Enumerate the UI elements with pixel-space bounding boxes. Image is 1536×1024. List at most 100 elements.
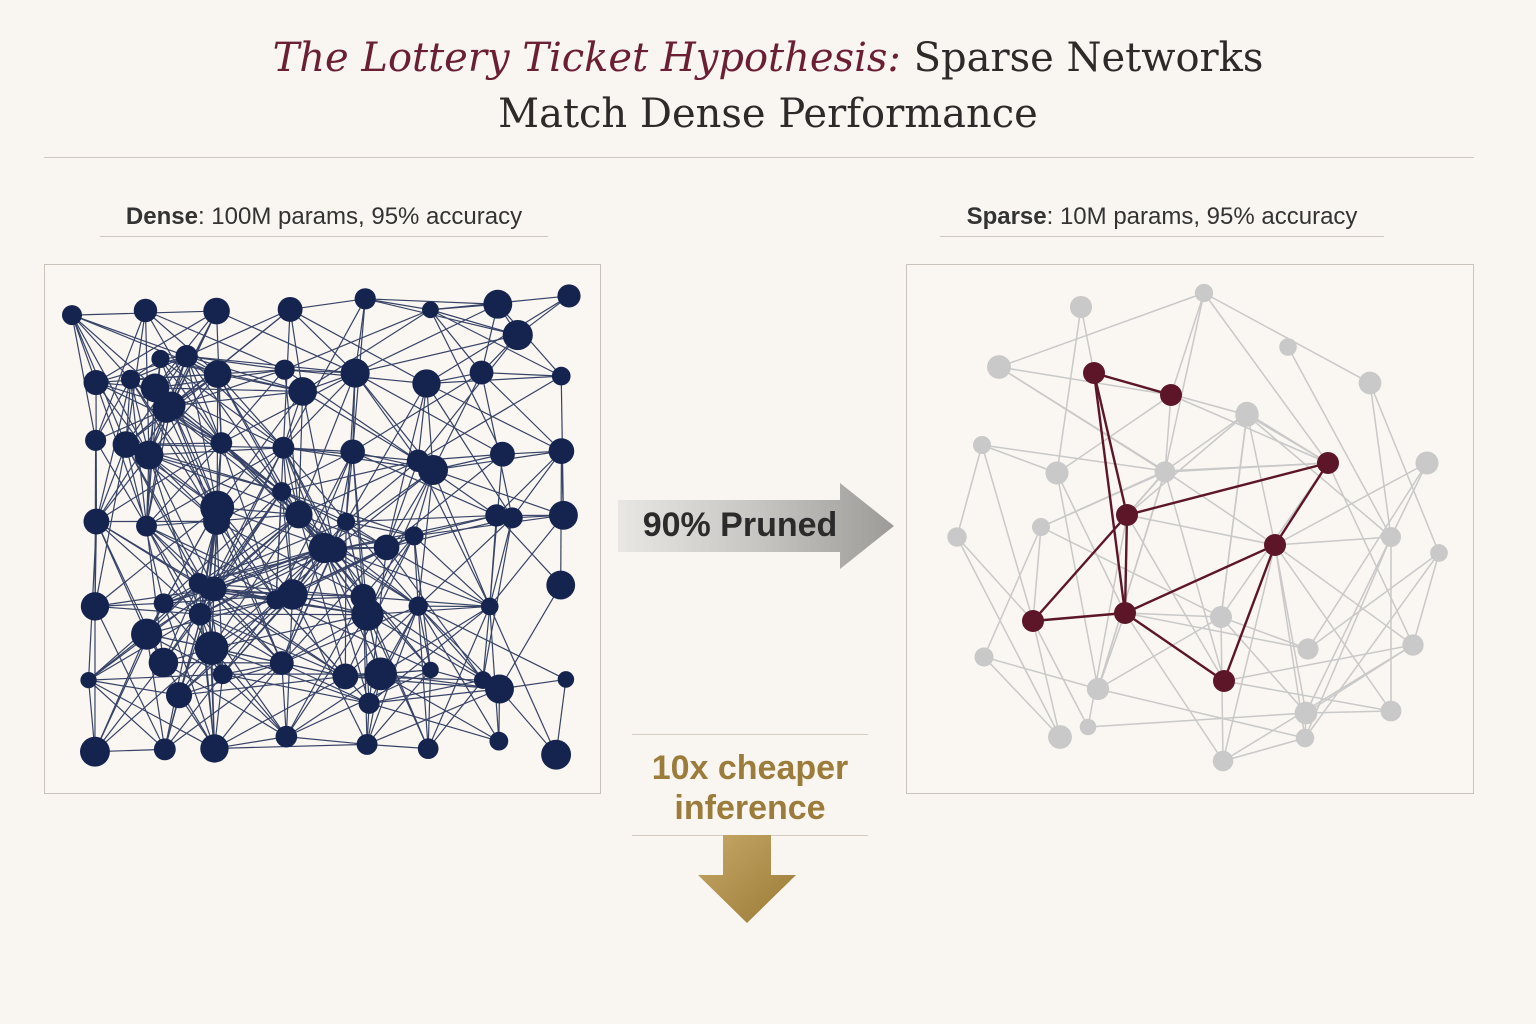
dense-node <box>131 618 163 650</box>
dense-node <box>120 369 141 390</box>
sparse-node <box>1048 725 1072 749</box>
dense-node <box>201 576 227 602</box>
dense-node <box>153 738 176 761</box>
dense-node <box>404 526 424 546</box>
sparse-label-bold: Sparse <box>966 203 1047 230</box>
sparse-node <box>1415 451 1439 475</box>
dense-node <box>175 345 198 368</box>
benefit-text: 10x cheaper inference <box>632 748 868 828</box>
title-emphasis: The Lottery Ticket Hypothesis: <box>272 35 901 81</box>
sparse-node <box>1358 371 1382 395</box>
sparse-node <box>1194 283 1214 303</box>
dense-node <box>80 736 110 767</box>
sparse-node <box>1155 461 1175 481</box>
dense-node <box>288 377 317 406</box>
sparse-node <box>1086 677 1110 701</box>
dense-node <box>485 674 514 704</box>
sparse-node <box>1210 606 1232 628</box>
dense-node <box>548 438 575 464</box>
dense-node <box>354 288 376 310</box>
dense-node <box>502 319 533 351</box>
dense-node <box>194 631 229 665</box>
sparse-node <box>1295 728 1315 748</box>
dense-node <box>152 395 181 423</box>
benefit-line1: 10x cheaper <box>651 749 849 787</box>
sparse-edges <box>956 292 1440 762</box>
dense-node <box>422 301 439 319</box>
dense-node <box>408 596 428 616</box>
dense-node <box>548 500 578 530</box>
dense-node <box>340 358 370 388</box>
dense-node <box>557 284 581 308</box>
dense-node <box>483 289 513 319</box>
dense-node <box>412 369 441 398</box>
sparse-node <box>1297 638 1319 660</box>
sparse-node <box>1430 544 1448 562</box>
ticket-node <box>1317 452 1339 474</box>
dense-node <box>358 692 380 714</box>
sparse-node <box>1031 517 1051 537</box>
dense-node <box>151 349 170 369</box>
dense-node <box>203 297 230 325</box>
ticket-node <box>1114 602 1136 624</box>
dense-node <box>269 651 294 675</box>
sparse-node <box>1402 634 1424 656</box>
dense-node <box>417 738 439 759</box>
dense-node <box>373 534 400 561</box>
sparse-node <box>947 527 967 547</box>
sparse-label: Sparse: 10M params, 95% accuracy <box>940 203 1384 231</box>
sparse-node <box>1381 527 1401 547</box>
dense-network-panel <box>44 264 601 794</box>
dense-node <box>277 579 308 610</box>
ticket-node <box>1264 534 1286 556</box>
dense-node <box>364 657 397 691</box>
dense-node <box>469 360 494 385</box>
dense-node <box>321 536 348 563</box>
dense-node <box>272 436 295 459</box>
ticket-node <box>1213 670 1235 692</box>
benefit-top-rule <box>632 734 868 735</box>
dense-node <box>80 671 97 689</box>
ticket-edges <box>1032 371 1330 682</box>
sparse-node <box>972 435 992 455</box>
dense-node <box>212 664 233 685</box>
sparse-node <box>1069 295 1093 319</box>
sparse-node <box>974 647 994 667</box>
dense-node <box>188 602 212 626</box>
sparse-network-panel <box>906 264 1474 794</box>
dense-node <box>480 597 499 616</box>
dense-node <box>285 500 313 529</box>
sparse-network-graph <box>947 283 1448 772</box>
title-line2: Match Dense Performance <box>498 91 1038 137</box>
sparse-node <box>1212 750 1234 772</box>
dense-node <box>85 429 107 451</box>
sparse-label-underline <box>940 236 1384 237</box>
dense-node <box>356 733 378 755</box>
title-divider <box>44 157 1474 158</box>
dense-node <box>332 663 359 690</box>
ticket-node <box>1022 610 1044 632</box>
dense-node <box>134 440 164 470</box>
sparse-label-rest: : 10M params, 95% accuracy <box>1046 203 1358 230</box>
dense-label-bold: Dense <box>125 203 198 230</box>
dense-network-graph <box>61 284 581 770</box>
dense-node <box>200 490 235 525</box>
dense-node <box>501 507 523 529</box>
dense-node <box>165 682 193 709</box>
dense-node <box>340 439 365 465</box>
page-title: The Lottery Ticket Hypothesis: Sparse Ne… <box>0 30 1536 142</box>
dense-node <box>541 739 572 770</box>
dense-label-rest: : 100M params, 95% accuracy <box>197 203 523 230</box>
dense-node <box>277 296 303 322</box>
dense-node <box>551 366 571 386</box>
dense-node <box>148 647 179 678</box>
ticket-node <box>1083 362 1105 384</box>
ticket-node <box>1116 504 1138 526</box>
dense-node <box>489 731 509 751</box>
down-arrow-icon <box>698 835 796 923</box>
sparse-node <box>987 355 1011 379</box>
sparse-node <box>1045 461 1069 485</box>
dense-node <box>489 441 515 467</box>
dense-node <box>274 359 295 380</box>
dense-node <box>351 598 384 631</box>
